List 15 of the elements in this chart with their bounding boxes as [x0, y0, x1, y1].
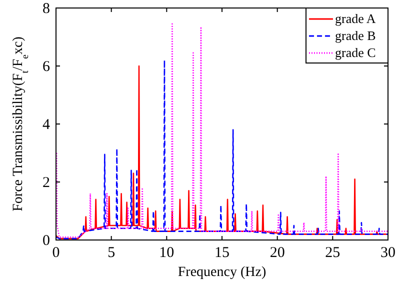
x-tick-label: 25 — [325, 245, 340, 261]
x-tick-label: 10 — [159, 245, 174, 261]
x-tick-label: 20 — [270, 245, 285, 261]
x-tick-label: 5 — [108, 245, 116, 261]
y-tick-label: 4 — [42, 117, 50, 133]
legend-label: grade C — [335, 45, 376, 60]
legend-label: grade A — [335, 11, 376, 26]
y-tick-label: 8 — [42, 1, 50, 17]
y-tick-label: 2 — [42, 175, 50, 191]
x-axis-title: Frequency (Hz) — [178, 265, 266, 280]
x-tick-label: 30 — [380, 245, 396, 261]
y-tick-label: 6 — [42, 59, 50, 75]
y-tick-label: 0 — [42, 233, 50, 249]
legend-label: grade B — [335, 28, 376, 43]
x-tick-label: 15 — [214, 245, 230, 261]
